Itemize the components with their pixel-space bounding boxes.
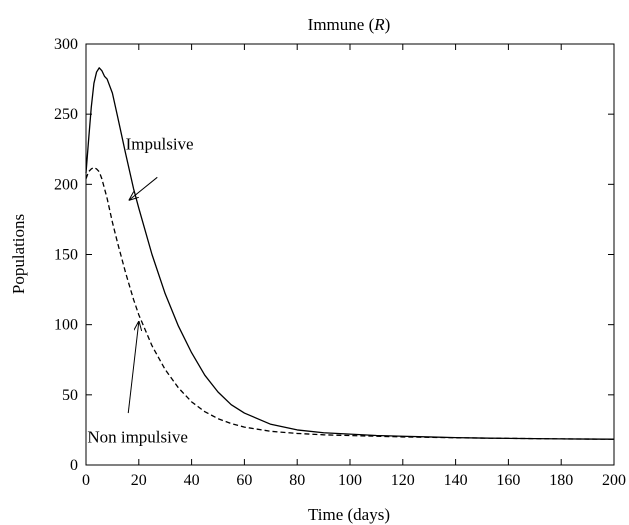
x-tick-label: 140 bbox=[444, 472, 468, 489]
series-group bbox=[85, 67, 615, 440]
y-tick-label: 300 bbox=[54, 36, 78, 53]
x-tick-label: 120 bbox=[391, 472, 415, 489]
x-tick-label: 20 bbox=[131, 472, 147, 489]
y-tick-label: 0 bbox=[70, 457, 78, 474]
y-axis-label: Populations bbox=[9, 214, 28, 294]
annotation-label: Non impulsive bbox=[87, 428, 188, 447]
title-var: R bbox=[373, 15, 385, 34]
x-axis-label: Time (days) bbox=[308, 505, 390, 524]
annotation-label: Impulsive bbox=[126, 134, 194, 153]
series-line-non-impulsive bbox=[85, 166, 615, 440]
y-tick-label: 250 bbox=[54, 106, 78, 123]
plot-area bbox=[85, 43, 615, 466]
x-tick-label: 40 bbox=[184, 472, 200, 489]
x-tick-label: 60 bbox=[236, 472, 252, 489]
x-tick-label: 100 bbox=[338, 472, 362, 489]
annotation-group: Impulsive Non impulsive bbox=[87, 134, 193, 446]
chart-title: Immune (R) bbox=[308, 15, 391, 34]
y-tick-label: 200 bbox=[54, 176, 78, 193]
x-tick-label: 0 bbox=[82, 472, 90, 489]
title-close: ) bbox=[385, 15, 391, 34]
x-tick-label: 180 bbox=[549, 472, 573, 489]
tick-group: 0 20 40 60 80 100 120 140 160 180 200 0 50 100 150 200 2… bbox=[54, 36, 626, 489]
title-main: Immune ( bbox=[308, 15, 375, 34]
annotation-arrow bbox=[127, 322, 139, 414]
y-tick-label: 150 bbox=[54, 247, 78, 264]
x-tick-label: 200 bbox=[602, 472, 626, 489]
y-tick-label: 50 bbox=[62, 387, 78, 404]
x-tick-label: 80 bbox=[289, 472, 305, 489]
x-tick-label: 160 bbox=[496, 472, 520, 489]
y-tick-label: 100 bbox=[54, 317, 78, 334]
series-line-impulsive bbox=[85, 67, 615, 440]
annotation-arrow bbox=[130, 176, 158, 199]
